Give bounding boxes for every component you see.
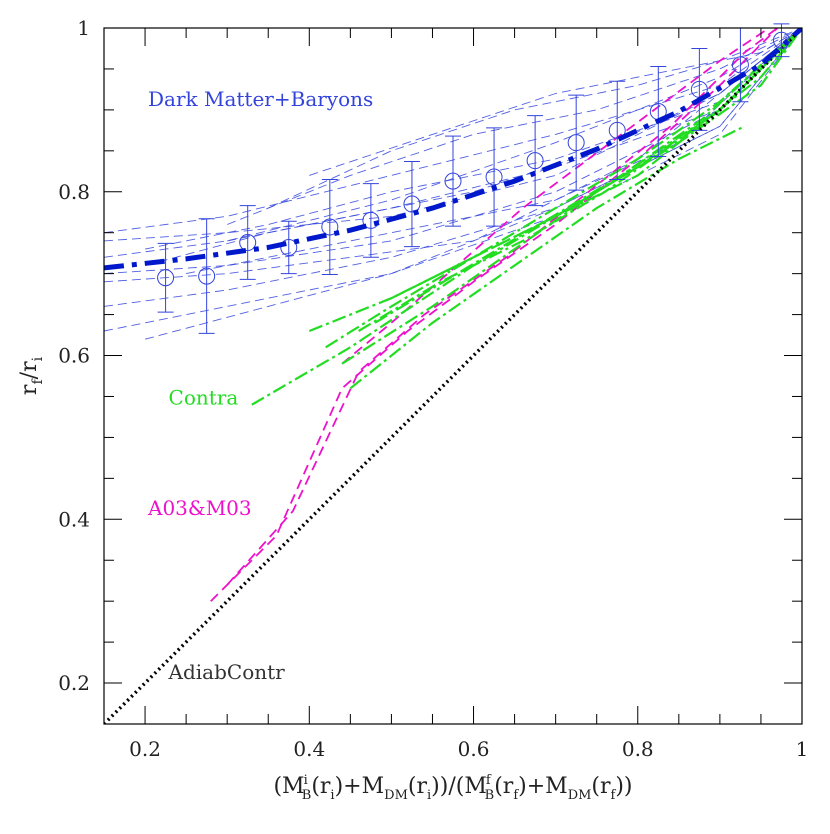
annotation-contra: Contra xyxy=(169,386,239,410)
x-label-part: DM xyxy=(384,788,408,803)
binned-point-11 xyxy=(567,134,585,152)
binned-point-4 xyxy=(280,238,298,256)
x-label-part: i xyxy=(330,788,334,803)
binned-point-2 xyxy=(198,267,216,285)
binned-point-8 xyxy=(444,172,462,190)
y-tick-label-0.2: 0.2 xyxy=(58,671,90,695)
y-axis-label: rf/ri xyxy=(17,356,46,395)
x-label-part: f xyxy=(513,788,519,803)
binned-point-6 xyxy=(362,211,380,229)
y-tick-label-0.4: 0.4 xyxy=(58,507,90,531)
adiabcontr-line xyxy=(104,28,802,724)
x-label-part: (r xyxy=(591,774,611,799)
contra-line-8 xyxy=(374,28,802,324)
binned-point-10 xyxy=(526,152,544,170)
contra-line-1 xyxy=(251,28,802,406)
plot-frame xyxy=(103,27,803,725)
x-label-part: (r xyxy=(311,774,331,799)
annotation-dark-matter-baryons: Dark Matter+Baryons xyxy=(148,87,373,111)
annotation-a03-m03: A03&M03 xyxy=(147,496,252,520)
x-label-part: )+M xyxy=(518,774,568,799)
x-tick-label-0.8: 0.8 xyxy=(622,737,654,761)
contra-line-2 xyxy=(308,28,802,333)
x-label-part: i xyxy=(427,788,431,803)
binned-point-9 xyxy=(485,168,503,186)
x-label-part: B xyxy=(302,788,312,803)
y-label-sub-f: f xyxy=(30,378,46,385)
binned-point-12 xyxy=(608,121,626,139)
x-label-part: DM xyxy=(568,788,592,803)
x-label-part: B xyxy=(485,788,495,803)
y-label-sub-i: i xyxy=(30,356,46,361)
x-label-part: f xyxy=(611,788,617,803)
x-label-part: (r xyxy=(494,774,514,799)
x-label-part: ))/(M xyxy=(431,774,487,799)
y-label-slash-r: /r xyxy=(17,361,42,379)
x-label-part: (r xyxy=(408,774,428,799)
contra-line-6 xyxy=(358,28,802,332)
x-axis-label: (Mi B(ri)+MDM(ri))/(Mf B(rf)+MDM(rf)) xyxy=(273,773,632,803)
a03-m03-line-2 xyxy=(226,28,778,586)
mean-fit-line xyxy=(104,28,802,271)
binned-point-1 xyxy=(157,269,175,287)
x-label-part: )) xyxy=(615,774,632,799)
binned-point-16 xyxy=(772,31,790,49)
axis-ticks xyxy=(103,27,803,725)
contra-line-4 xyxy=(341,28,802,365)
binned-point-3 xyxy=(239,234,257,252)
binned-point-15 xyxy=(731,56,749,74)
a03-m03-lines xyxy=(210,28,779,602)
x-tick-label-0.6: 0.6 xyxy=(458,737,490,761)
a03-m03-line-3 xyxy=(341,28,770,365)
x-label-part: )+M xyxy=(335,774,385,799)
annotations: Dark Matter+Baryons Contra A03&M03 Adiab… xyxy=(147,87,373,684)
x-label-part: f xyxy=(486,773,492,788)
contra-line-5 xyxy=(349,125,745,390)
x-label-part: i xyxy=(304,773,308,788)
annotation-adiabcontr: AdiabContr xyxy=(168,660,286,684)
x-tick-label-0.4: 0.4 xyxy=(293,737,325,761)
a03-m03-line-1 xyxy=(210,28,779,602)
y-tick-label-0.8: 0.8 xyxy=(58,180,90,204)
x-label-part: (M xyxy=(273,774,304,799)
x-tick-label-0.2: 0.2 xyxy=(129,737,161,761)
adiabcontr-dotted-line xyxy=(104,28,802,724)
binned-error-bars xyxy=(157,23,790,334)
axis-tick-labels: 0.2 0.4 0.6 0.8 1 0.2 0.4 0.6 0.8 1 xyxy=(58,16,808,761)
y-label-r: r xyxy=(17,384,42,395)
x-tick-label-1: 1 xyxy=(796,737,809,761)
halo-line-15 xyxy=(227,28,802,242)
mean-fit-dash-dot-line xyxy=(104,28,802,271)
halo-line-5 xyxy=(144,28,802,340)
y-tick-label-1: 1 xyxy=(77,16,90,40)
halo-line-8 xyxy=(145,28,802,250)
y-tick-label-0.6: 0.6 xyxy=(58,344,90,368)
binned-point-5 xyxy=(321,218,339,236)
binned-point-7 xyxy=(403,195,421,213)
